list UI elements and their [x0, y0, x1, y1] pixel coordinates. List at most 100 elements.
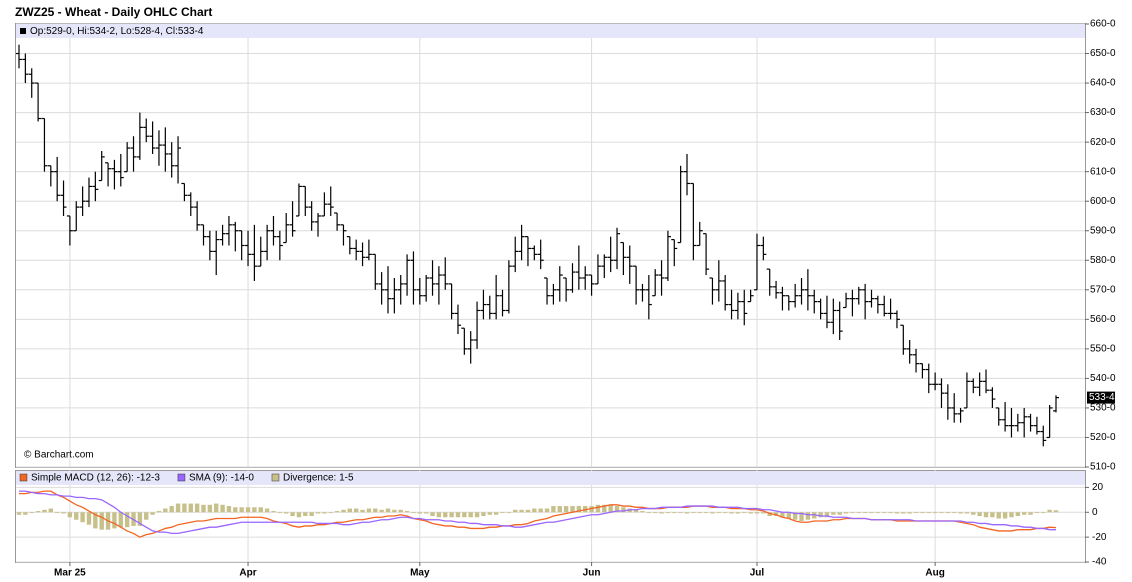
divergence-bar [207, 504, 213, 513]
divergence-bar [379, 509, 384, 513]
chart-title: ZWZ25 - Wheat - Daily OHLC Chart [15, 5, 212, 19]
divergence-bar [443, 512, 448, 518]
divergence-bar [226, 506, 232, 513]
divergence-bar [175, 503, 181, 513]
divergence-bar [35, 511, 41, 513]
x-tick-label: Mar 25 [54, 568, 86, 579]
y-tick-label: -40 [1092, 557, 1107, 568]
price-panel [15, 23, 1086, 468]
divergence-bar [1041, 512, 1046, 514]
macd-line [19, 490, 1056, 535]
divergence-bar [182, 503, 187, 513]
divergence-bar [786, 512, 791, 519]
divergence-bar [252, 507, 257, 513]
credit: © Barchart.com [24, 450, 94, 461]
macd-legend: Simple MACD (12, 26): -12-3 SMA (9): -14-… [19, 473, 354, 484]
divergence-bar [805, 512, 811, 520]
divergence-bar [392, 509, 397, 513]
divergence-bar [112, 512, 117, 529]
y-tick-label: 550-0 [1090, 344, 1116, 355]
divergence-bar [551, 506, 556, 513]
y-tick-label: 540-0 [1090, 373, 1116, 384]
divergence-bar [436, 512, 442, 518]
divergence-bar [61, 512, 66, 514]
divergence-bar [1002, 512, 1008, 519]
divergence-bar [576, 506, 582, 513]
divergence-bar [754, 512, 760, 514]
divergence-bar [990, 512, 995, 518]
divergence-bar [474, 512, 480, 518]
divergence-bar [901, 512, 906, 514]
divergence-bar [23, 512, 28, 515]
divergence-bar [48, 508, 54, 513]
y-tick-label: 600-0 [1090, 196, 1116, 207]
divergence-bar [964, 512, 970, 514]
divergence-bar [54, 512, 60, 514]
y-tick-label: 530-0 [1090, 403, 1116, 414]
y-tick-label: 630-0 [1090, 107, 1116, 118]
divergence-bar [487, 512, 492, 515]
y-tick-label: 640-0 [1090, 78, 1116, 89]
divergence-bar [150, 512, 155, 515]
divergence-bar [735, 512, 741, 514]
y-tick-label: 20 [1092, 482, 1104, 493]
divergence-bar [742, 512, 747, 514]
divergence-bar [328, 512, 333, 514]
divergence-bar [239, 507, 244, 513]
divergence-bar [939, 512, 944, 514]
divergence-bar [665, 512, 671, 514]
legend-label: SMA (9): -14-0 [189, 473, 254, 484]
divergence-bar [1034, 512, 1040, 514]
divergence-bar [417, 512, 423, 514]
y-tick-label: 590-0 [1090, 225, 1116, 236]
divergence-bar [264, 508, 270, 513]
divergence-bar [347, 508, 353, 513]
divergence-bar [748, 512, 753, 514]
divergence-bar [169, 506, 174, 513]
divergence-bar [481, 512, 486, 516]
divergence-bar [1028, 512, 1033, 515]
divergence-bar [233, 507, 238, 513]
last-price-label: 533-4 [1089, 392, 1115, 403]
divergence-bar [411, 512, 416, 514]
divergence-bar [500, 512, 505, 514]
divergence-bar [703, 512, 709, 514]
divergence-bar [124, 512, 130, 528]
divergence-bar [398, 509, 403, 513]
divergence-bar [837, 512, 842, 515]
divergence-bar [462, 512, 467, 518]
divergence-bar [850, 512, 855, 514]
divergence-bar [945, 512, 951, 514]
divergence-bar [430, 512, 435, 516]
divergence-bar [404, 511, 410, 513]
divergence-bar [532, 508, 537, 513]
divergence-bar [258, 507, 263, 513]
divergence-bar [952, 512, 957, 514]
x-tick-label: Jul [750, 568, 765, 579]
divergence-bar [799, 512, 804, 521]
divergence-bar [926, 512, 931, 514]
y-tick-label: 610-0 [1090, 166, 1116, 177]
divergence-bar [42, 509, 47, 513]
divergence-bar [245, 507, 251, 513]
divergence-bar [907, 512, 912, 514]
divergence-bar [86, 512, 92, 525]
y-tick-label: 520-0 [1090, 432, 1116, 443]
divergence-bar [220, 504, 225, 513]
divergence-bar [621, 507, 626, 513]
divergence-bar [99, 512, 104, 530]
ohlc-legend: Op:529-0, Hi:534-2, Lo:528-4, Cl:533-4 [30, 26, 204, 37]
divergence-bar [996, 512, 1001, 519]
divergence-bar [303, 512, 308, 516]
divergence-bar [1047, 509, 1052, 513]
divergence-bar [818, 512, 823, 518]
divergence-bar [385, 508, 391, 513]
divergence-bar [519, 509, 524, 513]
y-tick-label: -20 [1092, 532, 1107, 543]
divergence-bar [697, 512, 702, 514]
legend-label: Divergence: 1-5 [283, 473, 354, 484]
divergence-bar [691, 512, 696, 514]
divergence-bar [684, 512, 690, 514]
divergence-bar [792, 512, 798, 520]
divergence-bar [538, 508, 543, 513]
